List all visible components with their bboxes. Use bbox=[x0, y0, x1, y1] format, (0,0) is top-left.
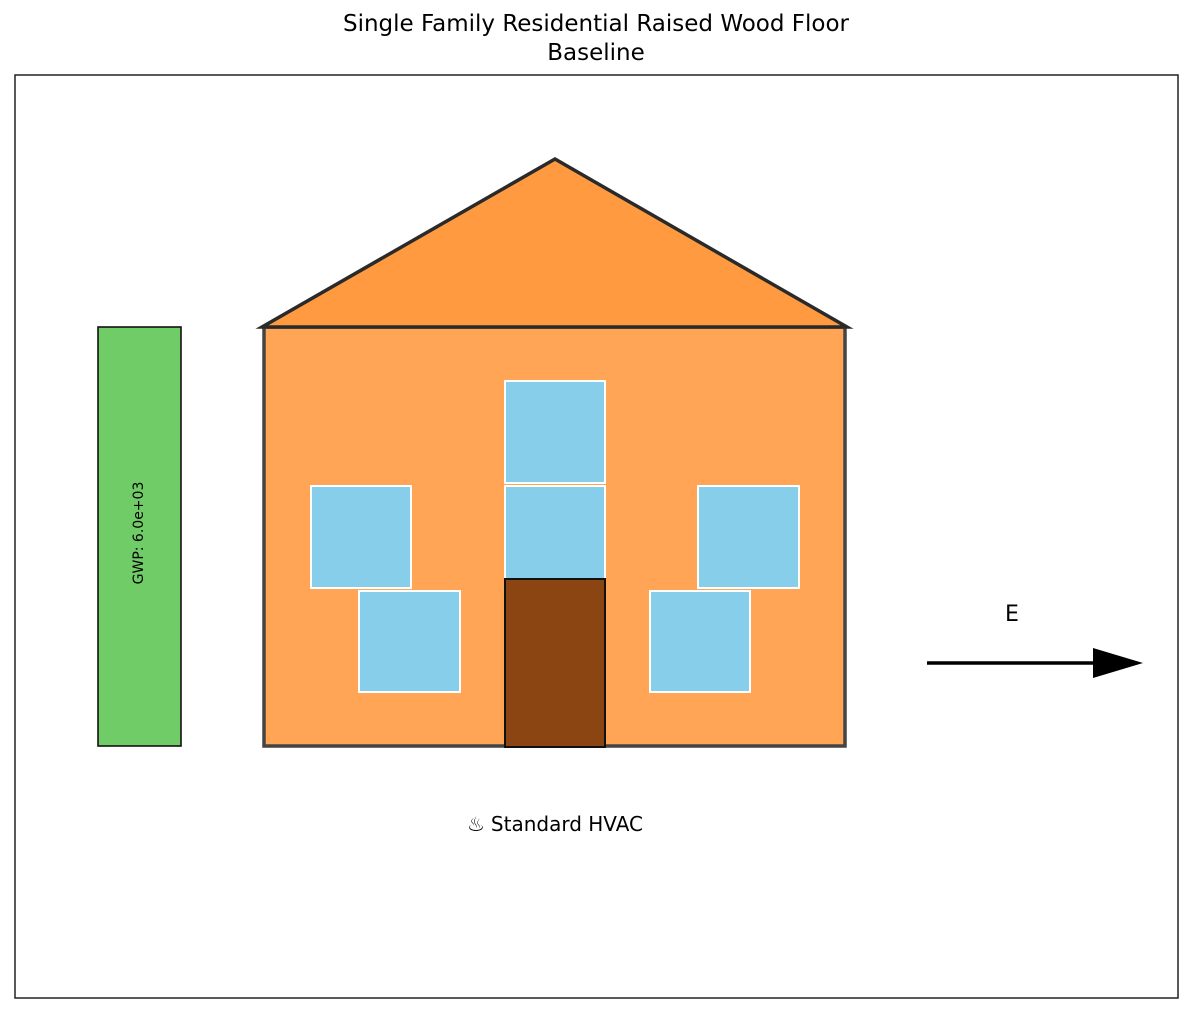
hvac-text: Standard HVAC bbox=[491, 812, 643, 836]
window-center-middle bbox=[504, 485, 606, 589]
window-right-lower bbox=[649, 590, 751, 693]
house-door bbox=[504, 578, 606, 748]
house-roof bbox=[255, 156, 854, 329]
hot-springs-icon: ♨ bbox=[467, 812, 485, 836]
plot-frame bbox=[14, 74, 1179, 999]
arrow-right-icon bbox=[927, 648, 1143, 678]
window-right-upper bbox=[697, 485, 800, 589]
window-top-center bbox=[504, 380, 606, 484]
gwp-label: GWP: 6.0e+03 bbox=[131, 482, 147, 585]
gwp-bar bbox=[97, 326, 182, 747]
diagram-title: Single Family Residential Raised Wood Fl… bbox=[342, 11, 849, 37]
orientation-label: E bbox=[1005, 602, 1019, 627]
hvac-label: ♨ Standard HVAC bbox=[467, 812, 643, 836]
diagram-subtitle: Baseline bbox=[547, 40, 645, 66]
window-left-lower bbox=[358, 590, 461, 693]
window-left-upper bbox=[310, 485, 412, 589]
